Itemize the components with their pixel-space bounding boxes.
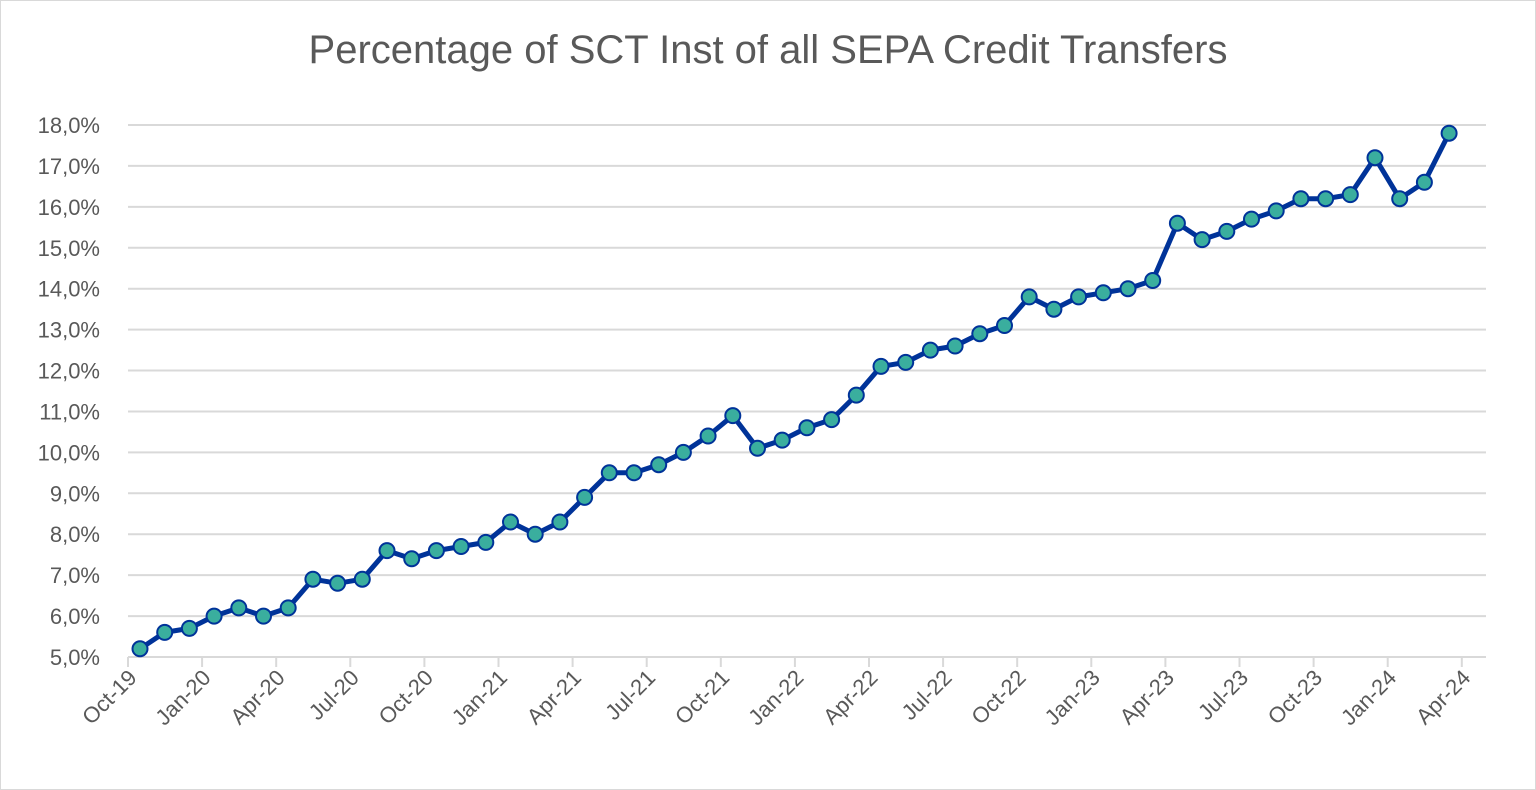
x-tick-label: Jul-23 bbox=[1193, 665, 1253, 725]
y-tick-label: 5,0% bbox=[50, 645, 100, 670]
data-point-marker bbox=[1243, 210, 1260, 228]
x-axis bbox=[127, 657, 1463, 667]
series-line bbox=[138, 132, 1452, 651]
data-point-marker bbox=[304, 570, 322, 588]
x-tick-label: Apr-23 bbox=[1115, 665, 1179, 729]
x-tick-label: Apr-20 bbox=[225, 665, 289, 729]
data-point-marker bbox=[403, 550, 421, 568]
data-point-marker bbox=[699, 427, 717, 445]
gridlines bbox=[128, 124, 1486, 658]
y-tick-label: 17,0% bbox=[38, 154, 100, 179]
y-tick-label: 7,0% bbox=[50, 563, 100, 588]
data-point-marker bbox=[1391, 190, 1409, 208]
x-tick-label: Jan-23 bbox=[1040, 665, 1105, 730]
data-point-marker bbox=[378, 542, 396, 560]
data-point-marker bbox=[329, 574, 347, 592]
data-point-marker bbox=[1267, 202, 1285, 220]
x-tick-label: Oct-23 bbox=[1263, 665, 1327, 729]
data-point-marker bbox=[279, 599, 297, 617]
data-point-marker bbox=[1193, 231, 1211, 249]
data-point-marker bbox=[230, 599, 248, 617]
y-tick-label: 18,0% bbox=[38, 113, 100, 138]
x-tick-label: Apr-21 bbox=[522, 665, 586, 729]
data-point-marker bbox=[502, 513, 519, 531]
data-point-marker bbox=[749, 439, 766, 457]
x-tick-label: Apr-24 bbox=[1411, 665, 1475, 729]
data-point-marker bbox=[724, 407, 742, 425]
data-point-marker bbox=[131, 640, 149, 658]
data-point-marker bbox=[798, 419, 816, 437]
data-point-marker bbox=[1218, 222, 1236, 240]
y-tick-label: 8,0% bbox=[50, 522, 100, 547]
data-point-marker bbox=[600, 464, 618, 482]
data-point-marker bbox=[551, 513, 569, 531]
y-tick-label: 12,0% bbox=[38, 359, 100, 384]
data-point-marker bbox=[1317, 190, 1335, 208]
x-tick-label: Jan-24 bbox=[1336, 665, 1401, 730]
data-point-marker bbox=[1119, 280, 1137, 298]
y-tick-label: 6,0% bbox=[50, 604, 100, 629]
x-tick-label: Jan-20 bbox=[150, 665, 215, 730]
data-point-marker bbox=[1168, 214, 1186, 232]
data-point-marker bbox=[674, 443, 692, 461]
data-point-marker bbox=[255, 607, 272, 625]
x-tick-label: Jul-21 bbox=[600, 665, 660, 725]
data-point-marker bbox=[526, 525, 544, 543]
data-point-marker bbox=[823, 411, 841, 429]
x-tick-label: Oct-19 bbox=[77, 665, 141, 729]
data-point-marker bbox=[897, 353, 915, 371]
data-point-marker bbox=[773, 431, 791, 449]
data-point-marker bbox=[1366, 149, 1384, 167]
x-tick-label: Jan-21 bbox=[447, 665, 512, 730]
data-point-marker bbox=[847, 386, 865, 404]
data-point-marker bbox=[156, 623, 174, 641]
data-point-marker bbox=[180, 619, 198, 637]
y-tick-label: 14,0% bbox=[38, 277, 100, 302]
x-tick-label: Oct-21 bbox=[670, 665, 734, 729]
data-point-marker bbox=[1094, 284, 1112, 302]
y-tick-label: 15,0% bbox=[38, 236, 100, 261]
data-point-marker bbox=[1292, 190, 1310, 208]
x-tick-label: Jul-22 bbox=[897, 665, 957, 725]
y-axis-labels: 5,0% 6,0% 7,0% 8,0% 9,0% 10,0% 11,0% 12,0% 13,0%… bbox=[38, 113, 100, 670]
data-point-marker bbox=[1341, 186, 1359, 204]
data-point-marker bbox=[1415, 173, 1433, 191]
data-point-marker bbox=[477, 533, 495, 551]
data-point-marker bbox=[946, 337, 964, 355]
data-point-marker bbox=[625, 464, 643, 482]
data-point-marker bbox=[576, 488, 594, 506]
data-point-marker bbox=[971, 325, 989, 343]
x-tick-label: Jan-22 bbox=[743, 665, 808, 730]
data-point-marker bbox=[1045, 300, 1063, 318]
x-tick-label: Oct-20 bbox=[374, 665, 438, 729]
data-point-marker bbox=[427, 542, 445, 560]
y-tick-label: 16,0% bbox=[38, 195, 100, 220]
data-point-marker bbox=[1440, 124, 1458, 142]
y-tick-label: 11,0% bbox=[39, 399, 100, 424]
chart-title: Percentage of SCT Inst of all SEPA Credi… bbox=[308, 28, 1228, 72]
data-point-marker bbox=[1070, 288, 1088, 306]
data-point-marker bbox=[996, 317, 1013, 334]
data-point-marker bbox=[1020, 288, 1038, 306]
data-point-marker bbox=[872, 357, 890, 375]
data-point-marker bbox=[1144, 272, 1162, 289]
data-point-marker bbox=[452, 538, 470, 555]
x-axis-labels: Oct-19 Jan-20 Apr-20 Jul-20 Oct-20 Jan-21 Apr-… bbox=[77, 665, 1475, 730]
x-tick-label: Oct-22 bbox=[966, 665, 1030, 729]
data-point-marker bbox=[921, 341, 939, 359]
data-point-marker bbox=[650, 456, 668, 474]
y-tick-label: 10,0% bbox=[38, 440, 100, 465]
data-point-marker bbox=[205, 607, 223, 625]
data-series bbox=[131, 124, 1458, 658]
y-tick-label: 9,0% bbox=[50, 481, 100, 506]
y-tick-label: 13,0% bbox=[38, 318, 100, 343]
data-point-marker bbox=[353, 570, 371, 588]
x-tick-label: Jul-20 bbox=[304, 665, 364, 725]
x-tick-label: Apr-22 bbox=[818, 665, 882, 729]
